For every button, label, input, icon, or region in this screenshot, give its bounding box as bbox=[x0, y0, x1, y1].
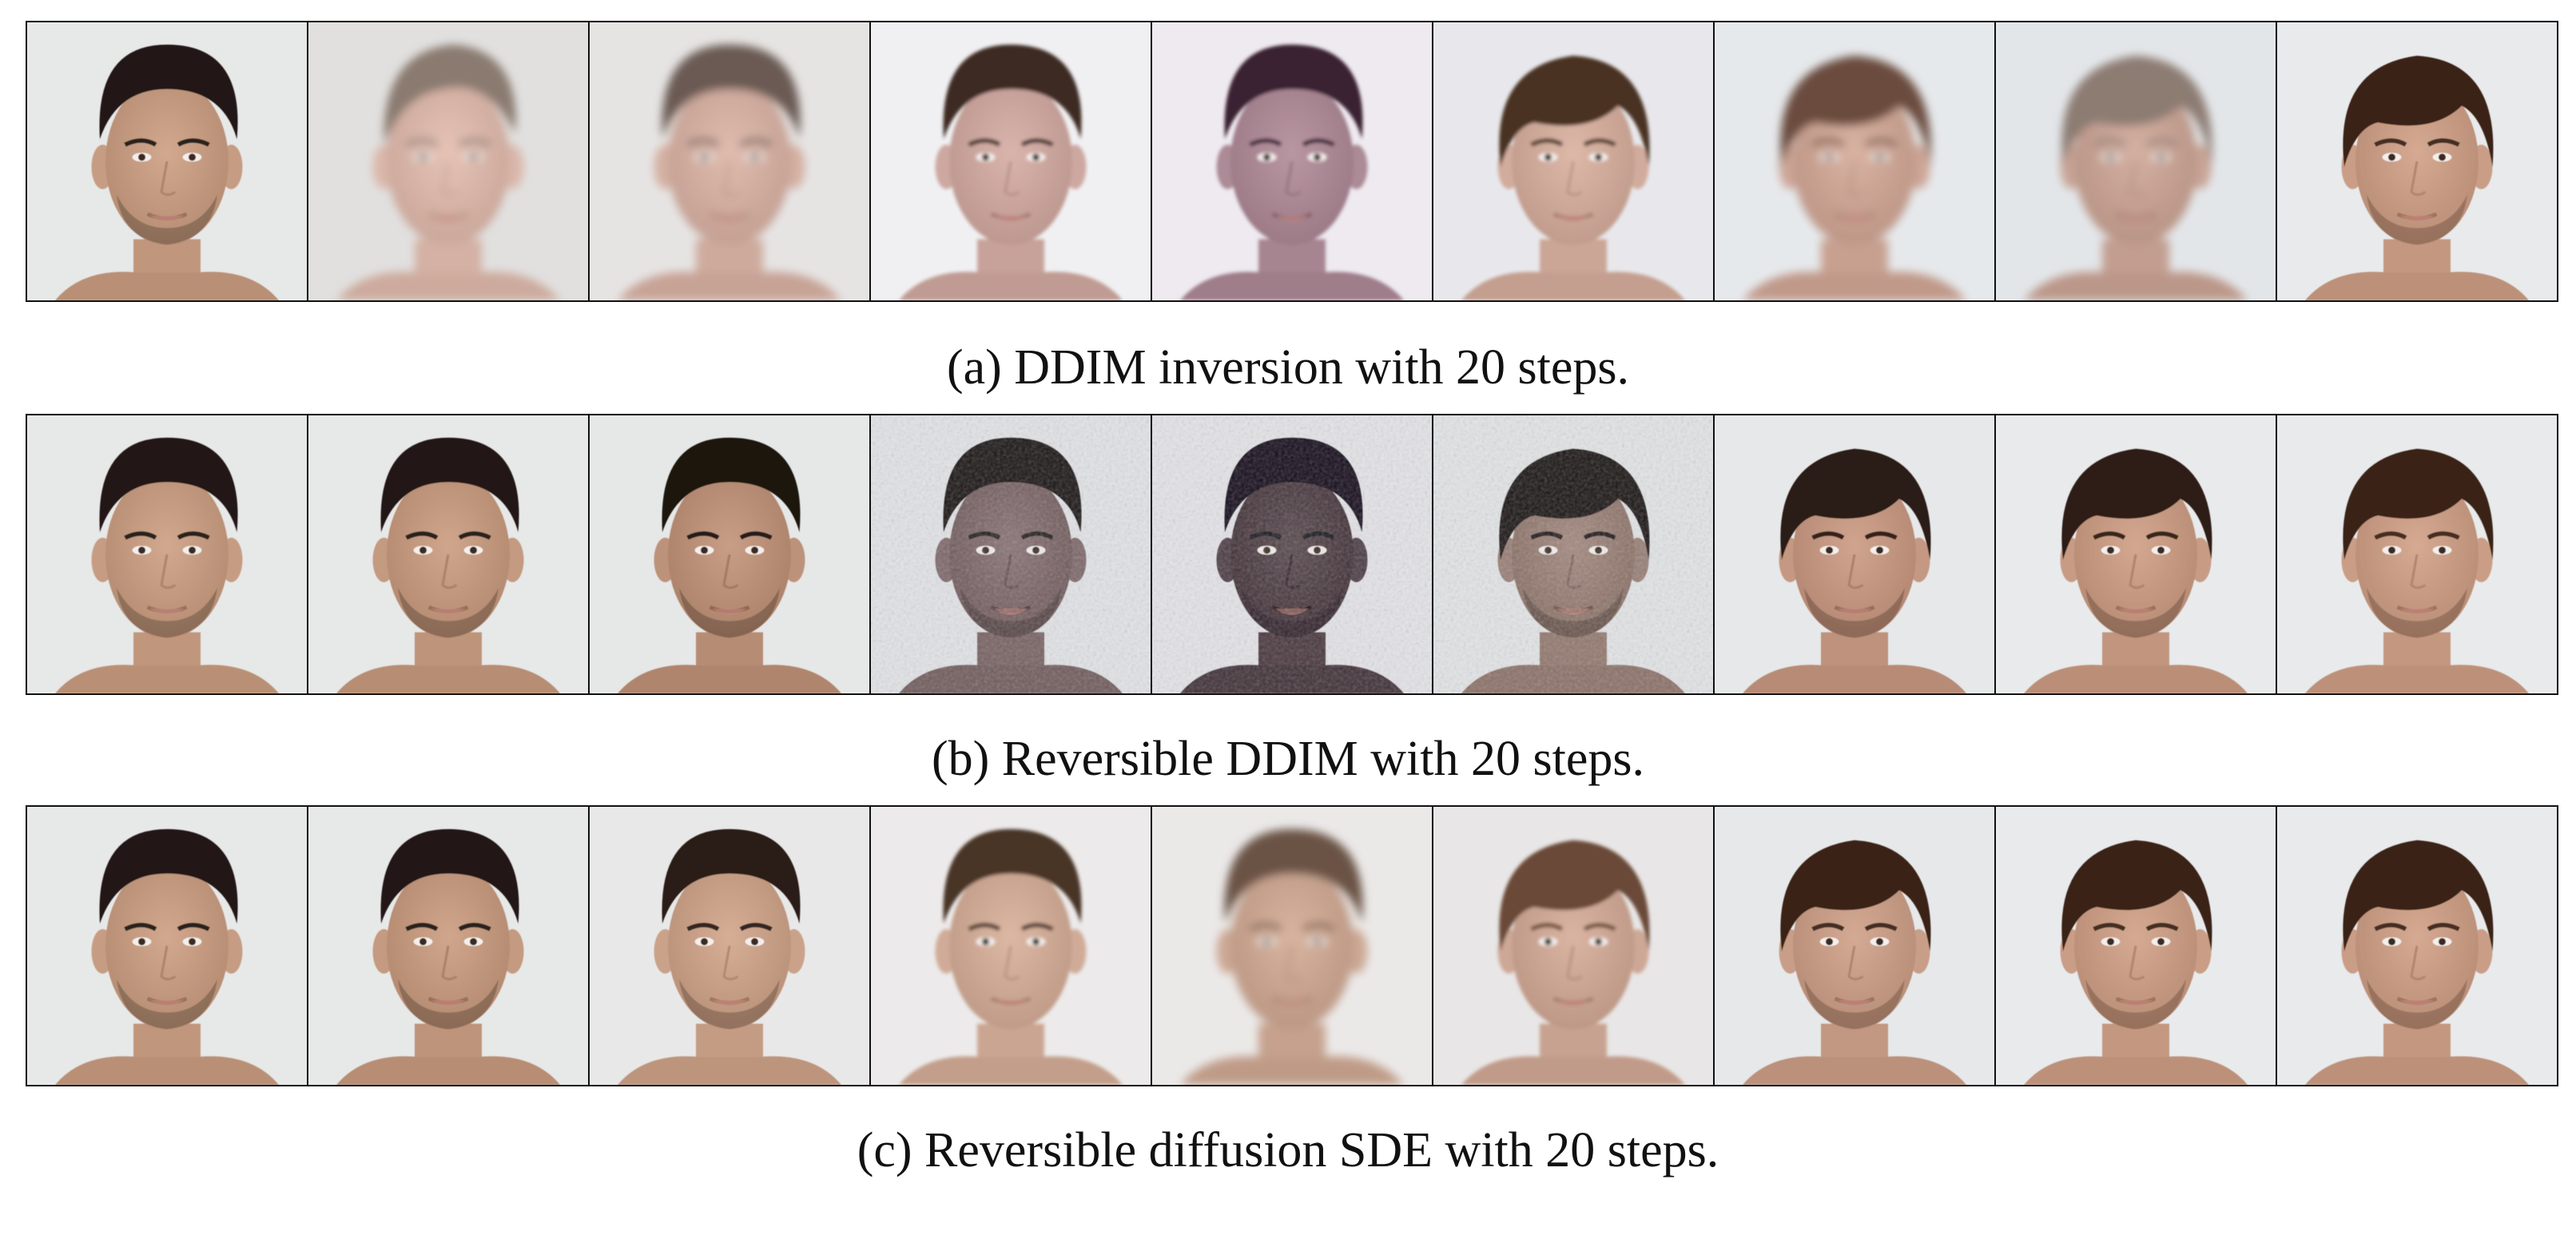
face bbox=[55, 44, 279, 300]
face bbox=[899, 828, 1123, 1085]
face-image-c-1 bbox=[27, 807, 308, 1085]
face-portrait-svg bbox=[2277, 415, 2557, 693]
face bbox=[618, 437, 841, 693]
face-image-a-3 bbox=[590, 22, 871, 300]
face-image-a-7 bbox=[1715, 22, 1996, 300]
face-portrait-svg bbox=[871, 807, 1151, 1085]
face-image-a-6 bbox=[1433, 22, 1715, 300]
face-portrait-svg bbox=[308, 415, 588, 693]
face-image-c-7 bbox=[1715, 807, 1996, 1085]
face bbox=[55, 828, 279, 1085]
face-image-a-9 bbox=[2277, 22, 2557, 300]
face bbox=[1743, 840, 1966, 1085]
face-portrait-svg bbox=[590, 415, 869, 693]
face-image-b-3 bbox=[590, 415, 871, 693]
caption-a: (a) DDIM inversion with 20 steps. bbox=[946, 340, 1630, 395]
face-portrait-svg bbox=[1715, 807, 1994, 1085]
face bbox=[336, 44, 560, 300]
face bbox=[1743, 55, 1966, 300]
face bbox=[2305, 55, 2529, 300]
face-image-b-4 bbox=[871, 415, 1152, 693]
face bbox=[336, 828, 560, 1085]
face bbox=[1461, 55, 1685, 300]
face bbox=[2305, 448, 2529, 693]
face bbox=[2024, 55, 2248, 300]
face bbox=[1743, 448, 1966, 693]
face-image-b-2 bbox=[308, 415, 590, 693]
face-portrait-svg bbox=[1152, 22, 1432, 300]
face-image-c-6 bbox=[1433, 807, 1715, 1085]
face-image-b-1 bbox=[27, 415, 308, 693]
face-portrait-svg bbox=[1433, 415, 1713, 693]
face-image-c-8 bbox=[1996, 807, 2277, 1085]
face-image-b-6 bbox=[1433, 415, 1715, 693]
face-portrait-svg bbox=[2277, 22, 2557, 300]
image-strip-c bbox=[26, 805, 2558, 1086]
face-image-a-8 bbox=[1996, 22, 2277, 300]
face-portrait-svg bbox=[1152, 807, 1432, 1085]
face-portrait-svg bbox=[590, 22, 869, 300]
face-portrait-svg bbox=[871, 415, 1151, 693]
face-portrait-svg bbox=[2277, 807, 2557, 1085]
face-portrait-svg bbox=[871, 22, 1151, 300]
face bbox=[618, 44, 841, 300]
face-portrait-svg bbox=[27, 415, 307, 693]
face-portrait-svg bbox=[308, 807, 588, 1085]
face bbox=[1180, 828, 1404, 1085]
face-portrait-svg bbox=[27, 22, 307, 300]
face bbox=[618, 828, 841, 1085]
face-image-a-5 bbox=[1152, 22, 1433, 300]
face-portrait-svg bbox=[1715, 22, 1994, 300]
face-image-a-4 bbox=[871, 22, 1152, 300]
caption-b: (b) Reversible DDIM with 20 steps. bbox=[932, 732, 1644, 786]
face-image-c-5 bbox=[1152, 807, 1433, 1085]
face bbox=[2024, 840, 2248, 1085]
face-portrait-svg bbox=[1715, 415, 1994, 693]
face-image-c-9 bbox=[2277, 807, 2557, 1085]
face bbox=[2305, 840, 2529, 1085]
face-portrait-svg bbox=[1996, 22, 2276, 300]
face-image-b-8 bbox=[1996, 415, 2277, 693]
face bbox=[1180, 44, 1404, 300]
face bbox=[55, 437, 279, 693]
face-portrait-svg bbox=[308, 22, 588, 300]
face-image-b-7 bbox=[1715, 415, 1996, 693]
face-image-a-2 bbox=[308, 22, 590, 300]
face-image-c-2 bbox=[308, 807, 590, 1085]
face bbox=[2024, 448, 2248, 693]
caption-c: (c) Reversible diffusion SDE with 20 ste… bbox=[857, 1123, 1719, 1177]
face bbox=[1461, 840, 1685, 1085]
face-image-c-3 bbox=[590, 807, 871, 1085]
face-portrait-svg bbox=[27, 807, 307, 1085]
face-portrait-svg bbox=[1433, 22, 1713, 300]
face-portrait-svg bbox=[1433, 807, 1713, 1085]
face-portrait-svg bbox=[1996, 415, 2276, 693]
image-strip-b bbox=[26, 414, 2558, 695]
face-portrait-svg bbox=[590, 807, 869, 1085]
face-image-b-5 bbox=[1152, 415, 1433, 693]
face-portrait-svg bbox=[1152, 415, 1432, 693]
face-image-b-9 bbox=[2277, 415, 2557, 693]
face-image-a-1 bbox=[27, 22, 308, 300]
face bbox=[899, 44, 1123, 300]
face-portrait-svg bbox=[1996, 807, 2276, 1085]
image-strip-a bbox=[26, 21, 2558, 302]
face-image-c-4 bbox=[871, 807, 1152, 1085]
face bbox=[336, 437, 560, 693]
